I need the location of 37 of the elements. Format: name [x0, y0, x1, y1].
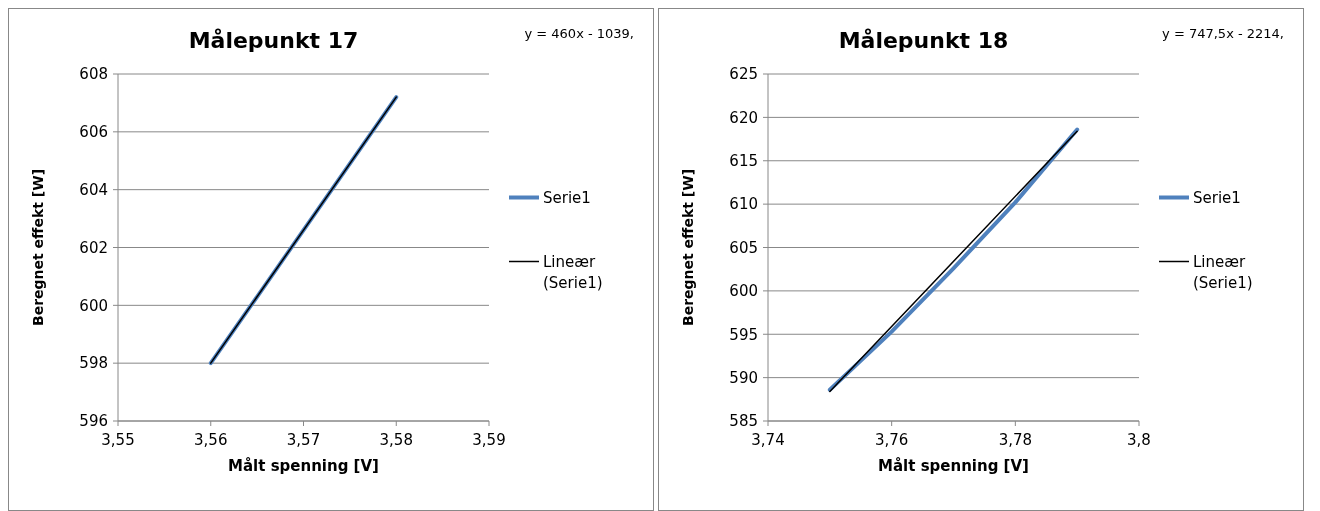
x-axis-title: Målt spenning [V]: [228, 457, 379, 475]
x-tick-label: 3,56: [194, 431, 228, 449]
x-axis-title: Målt spenning [V]: [878, 457, 1029, 475]
y-tick-label: 595: [729, 325, 758, 344]
y-axis-title: Beregnet effekt [W]: [30, 168, 46, 327]
x-tick-label: 3,74: [751, 431, 785, 449]
y-tick-label: 590: [729, 368, 758, 387]
x-tick-label: 3,58: [379, 431, 413, 449]
chart-title: Målepunkt 17: [188, 28, 359, 53]
y-tick-label: 600: [729, 282, 758, 301]
y-tick-label: 606: [79, 123, 108, 142]
y-tick-label: 598: [79, 354, 108, 373]
x-tick-label: 3,8: [1127, 431, 1151, 449]
x-tick-label: 3,76: [874, 431, 909, 449]
y-axis-title: Beregnet effekt [W]: [680, 168, 696, 327]
legend-label: Serie1: [543, 188, 591, 207]
legend-label: Lineær (Serie1): [543, 252, 603, 292]
y-tick-label: 615: [729, 152, 758, 170]
chart-title: Målepunkt 18: [838, 28, 1009, 53]
y-tick-label: 608: [79, 65, 108, 84]
y-tick-label: 605: [729, 238, 758, 257]
legend-label: Serie1: [1193, 188, 1241, 207]
x-tick-label: 3,59: [472, 431, 506, 449]
text: y = 747,5x - 2214,: [1162, 26, 1284, 41]
y-tick-label: 610: [729, 195, 758, 214]
y-tick-label: 585: [729, 412, 758, 431]
y-tick-label: 596: [79, 412, 108, 431]
y-tick-label: 620: [729, 108, 758, 127]
y-tick-label: 600: [79, 296, 108, 315]
x-tick-label: 3,78: [998, 431, 1033, 449]
x-tick-label: 3,55: [101, 431, 135, 449]
y-tick-label: 625: [729, 65, 758, 84]
legend-label: Lineær (Serie1): [1193, 252, 1253, 292]
y-tick-label: 604: [79, 180, 108, 199]
x-tick-label: 3,57: [286, 431, 321, 449]
y-tick-label: 602: [79, 238, 108, 257]
text: y = 460x - 1039,: [524, 26, 634, 41]
